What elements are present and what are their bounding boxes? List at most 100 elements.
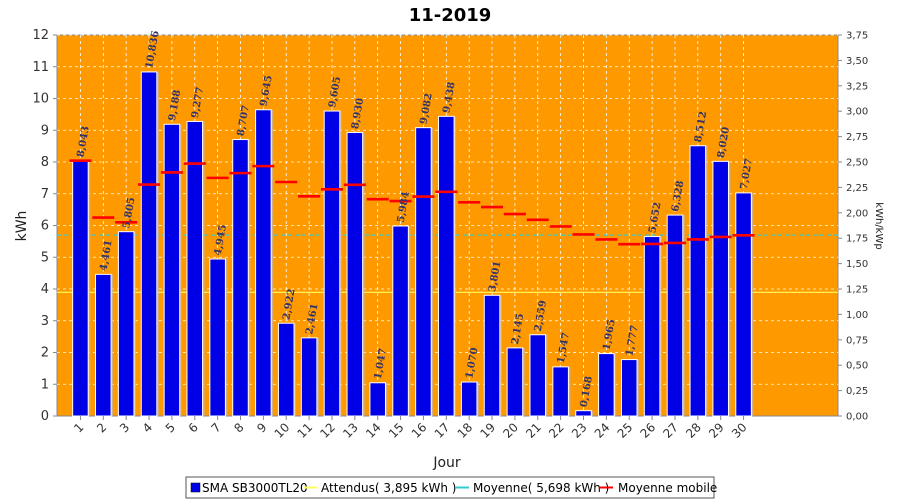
bar-value-label: 2,461: [304, 303, 320, 336]
bar: [186, 120, 204, 417]
x-tick-label: 1: [71, 420, 86, 435]
x-tick-label: 4: [140, 420, 155, 435]
bar: [415, 127, 432, 417]
bar: [300, 337, 318, 417]
y-tick-label: 3: [41, 314, 49, 329]
y2-tick-label: 3,50: [846, 56, 868, 67]
bar: [95, 273, 112, 417]
bar: [369, 382, 386, 417]
legend-label: Moyenne( 5,698 kWh ): [473, 481, 609, 495]
x-tick-label: 23: [569, 420, 590, 441]
y-tick-label: 6: [41, 219, 49, 234]
legend-label: Moyenne mobile: [618, 481, 717, 495]
bar-value-label: 9,645: [258, 75, 274, 108]
y2-tick-label: 1,00: [846, 310, 868, 321]
bar-value-label: 9,188: [167, 89, 183, 122]
y2-tick-label: 2,00: [846, 208, 868, 219]
x-tick-label: 2: [94, 420, 109, 435]
x-tick-label: 27: [660, 420, 681, 441]
y2-tick-label: 1,50: [846, 259, 868, 270]
bar-value-label: 5,984: [396, 191, 412, 224]
x-tick-label: 5: [163, 420, 178, 435]
bar-value-label: 6,328: [670, 180, 686, 213]
y-tick-label: 2: [41, 346, 49, 361]
bar: [346, 131, 364, 417]
bar-value-label: 8,043: [76, 125, 92, 158]
x-tick-label: 7: [208, 420, 223, 435]
y2-tick-label: 2,50: [846, 158, 868, 169]
bar-value-label: 3,801: [487, 260, 503, 293]
bar: [735, 192, 752, 417]
bar-value-label: 2,559: [533, 299, 549, 332]
bar: [117, 231, 135, 417]
x-tick-label: 9: [254, 420, 269, 435]
x-tick-label: 15: [386, 420, 407, 441]
bar-value-label: 2,922: [281, 288, 297, 321]
bar: [506, 347, 524, 417]
bar-value-label: 4,945: [213, 224, 229, 257]
bar: [529, 334, 547, 417]
x-tick-label: 24: [592, 420, 613, 441]
bar: [483, 294, 501, 417]
bar: [438, 115, 455, 417]
y-tick-label: 5: [41, 250, 49, 265]
y2-tick-label: 0,50: [846, 361, 868, 372]
bar-value-label: 9,082: [419, 92, 435, 125]
y2-tick-label: 3,75: [846, 31, 868, 42]
y2-tick-label: 2,25: [846, 183, 868, 194]
legend-label: SMA SB3000TL20: [202, 481, 308, 495]
legend-swatch: [190, 482, 201, 493]
bar: [255, 109, 272, 417]
y2-tick-label: 3,00: [846, 107, 868, 118]
bar-value-label: 0,168: [579, 375, 595, 408]
x-tick-label: 29: [706, 420, 727, 441]
x-tick-label: 19: [477, 420, 498, 441]
bar: [232, 139, 249, 417]
bar-value-label: 2,145: [510, 313, 526, 346]
x-tick-label: 21: [523, 420, 544, 441]
legend-label: Attendus( 3,895 kWh ): [321, 481, 456, 495]
bar-value-label: 1,070: [464, 347, 480, 380]
x-tick-label: 13: [340, 420, 361, 441]
bar: [643, 236, 661, 417]
y-tick-label: 8: [41, 155, 49, 170]
bar-value-label: 8,020: [716, 126, 732, 159]
bar: [552, 366, 569, 417]
y2-axis-title: kWh/kWp: [873, 202, 884, 249]
bar: [72, 160, 89, 417]
bar-value-label: 1,547: [556, 332, 572, 365]
bar-value-label: 8,707: [236, 104, 252, 137]
bar-value-label: 5,652: [647, 201, 663, 234]
x-tick-label: 12: [317, 420, 338, 441]
x-tick-label: 30: [729, 420, 750, 441]
bar: [277, 322, 295, 417]
x-tick-label: 28: [683, 420, 704, 441]
y-tick-label: 4: [41, 282, 49, 297]
bar-value-label: 9,277: [190, 86, 206, 119]
bar-value-label: 9,438: [441, 81, 457, 114]
y2-tick-label: 1,75: [846, 234, 868, 245]
bar-value-label: 5,805: [121, 196, 137, 229]
bar-value-label: 4,461: [98, 239, 114, 272]
bars: [72, 71, 754, 417]
x-tick-label: 3: [117, 420, 132, 435]
bar: [392, 225, 409, 417]
legend-box: [185, 476, 715, 499]
y2-tick-label: 0,75: [846, 335, 868, 346]
moving-average-markers: [69, 159, 755, 246]
y-tick-label: 11: [32, 60, 49, 75]
x-tick-label: 17: [432, 420, 453, 441]
y2-tick-label: 0,00: [846, 412, 868, 423]
legend: SMA SB3000TL20 Attendus( 3,895 kWh ) Moyen…: [185, 476, 717, 499]
y-tick-label: 12: [32, 28, 49, 43]
x-tick-label: 14: [363, 420, 384, 441]
y-tick-label: 9: [41, 123, 49, 138]
bar: [620, 359, 638, 417]
x-axis-title: Jour: [432, 455, 461, 471]
y2-tick-label: 0,25: [846, 386, 868, 397]
y2-tick-label: 1,25: [846, 285, 868, 296]
x-tick-label: 16: [409, 420, 430, 441]
